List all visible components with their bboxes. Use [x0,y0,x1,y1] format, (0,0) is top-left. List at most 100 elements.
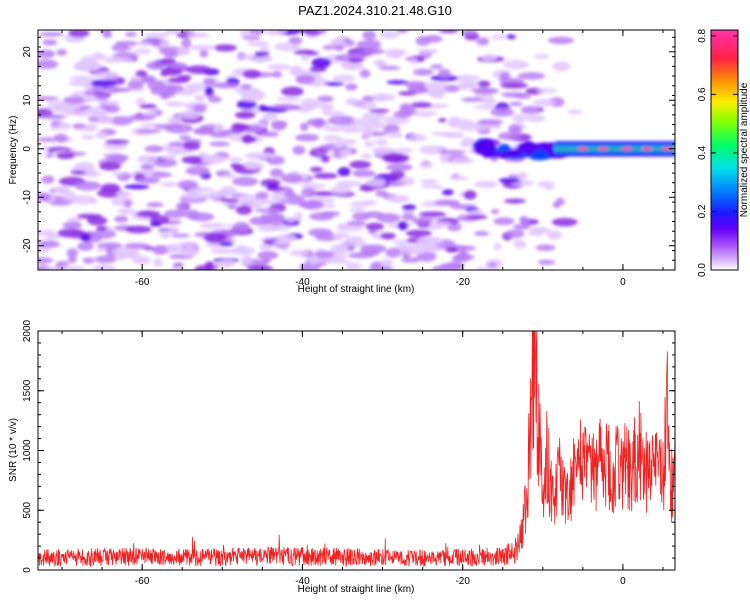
heatmap-noise-cell [461,97,484,103]
heatmap-noise-cell [361,48,385,55]
heatmap-noise-cell [299,122,309,132]
heatmap-noise-cell [257,225,280,232]
heatmap-noise-cell [236,99,257,110]
heatmap-noise-cell [357,102,377,110]
heatmap-noise-cell [325,125,346,132]
heatmap-noise-cell [332,74,356,82]
heatmap-noise-cell [407,134,427,142]
heatmap-y-tick-label: -10 [22,190,33,205]
snr-y-tick-label: 1000 [22,439,33,462]
heatmap-noise-cell [89,198,98,204]
heatmap-noise-cell [144,110,158,116]
heatmap-noise-cell [100,183,121,193]
heatmap-y-tick-label: -20 [22,238,33,253]
heatmap-noise-cell [474,180,499,188]
heatmap-noise-cell [218,258,236,268]
heatmap-noise-cell [321,110,346,116]
heatmap-noise-cell [397,221,409,231]
heatmap-noise-cell [172,263,184,268]
heatmap-noise-cell [361,112,384,123]
heatmap-noise-cell [137,154,158,164]
heatmap-noise-cell [430,64,444,70]
heatmap-noise-cell [419,211,447,218]
heatmap-noise-cell [368,265,394,270]
heatmap-noise-cell [230,162,242,169]
heatmap-noise-cell [334,142,344,149]
heatmap-x-tick-label: 0 [620,277,626,288]
heatmap-noise-cell [380,30,399,39]
heatmap-noise-cell [146,61,165,70]
heatmap-noise-cell [247,30,265,36]
snr-y-tick-label: 1500 [22,379,33,402]
heatmap-peak-cell [641,146,652,151]
heatmap-noise-cell [439,153,450,163]
heatmap-noise-cell [199,222,227,229]
heatmap-noise-cell [104,139,130,145]
heatmap-noise-cell [128,114,156,121]
heatmap-noise-cell [181,155,205,164]
heatmap-noise-cell [537,181,555,188]
heatmap-noise-cell [320,155,330,163]
heatmap-noise-cell [509,101,523,107]
heatmap-noise-cell [332,232,350,238]
heatmap-noise-cell [419,236,441,242]
heatmap-noise-cell [211,82,240,89]
heatmap-noise-cell [91,87,101,93]
heatmap-noise-cell [490,209,500,215]
colorbar-gradient [710,29,739,271]
colorbar-tick-label: 0.8 [697,28,708,42]
heatmap-noise-cell [380,232,396,240]
colorbar-tick-label: 0.4 [697,146,708,160]
heatmap-noise-cell [136,210,161,218]
heatmap-noise-cell [503,198,526,204]
heatmap-noise-cell [362,30,377,40]
heatmap-noise-cell [393,147,414,154]
heatmap-noise-cell [552,61,571,72]
heatmap-noise-cell [293,49,317,55]
heatmap-noise-cell [448,116,461,125]
heatmap-noise-cell [292,145,306,155]
heatmap-noise-cell [393,110,412,119]
heatmap-noise-cell [219,241,234,247]
heatmap-x-tick-label: -40 [295,277,310,288]
heatmap-noise-cell [300,55,310,61]
heatmap-noise-cell [135,70,148,78]
snr-y-tick-label: 0 [22,567,33,573]
heatmap-noise-cell [346,220,367,227]
heatmap-frame [37,29,676,271]
heatmap-noise-cell [441,189,454,196]
heatmap-peak-cell [621,146,632,151]
heatmap-noise-cell [165,101,186,107]
heatmap-noise-cell [38,241,61,248]
heatmap-noise-cell [476,88,495,95]
heatmap-noise-cell [261,131,280,138]
heatmap-noise-cell [267,63,290,70]
heatmap-noise-cell [39,31,64,37]
heatmap-noise-cell [325,103,334,110]
heatmap-noise-cell [199,49,209,58]
heatmap-noise-cell [109,116,134,126]
heatmap-noise-cell [536,88,557,94]
heatmap-noise-cell [424,34,443,43]
heatmap-noise-cell [500,82,529,89]
heatmap-noise-cell [493,242,502,251]
heatmap-noise-cell [230,246,256,255]
heatmap-peak-cell [597,146,608,151]
heatmap-noise-cell [99,161,122,171]
heatmap-noise-cell [96,247,107,252]
heatmap-noise-cell [365,178,386,187]
heatmap-noise-cell [74,181,102,191]
heatmap-noise-cell [160,66,183,76]
heatmap-noise-cell [96,100,121,106]
heatmap-noise-cell [371,146,395,155]
heatmap-noise-cell [411,217,433,225]
heatmap-noise-cell [429,89,446,99]
snr-series-line [38,331,675,568]
heatmap-cells [38,30,675,270]
heatmap-noise-cell [190,44,216,51]
heatmap-noise-cell [445,261,464,270]
heatmap-noise-cell [209,141,230,147]
heatmap-noise-cell [386,80,408,85]
heatmap-noise-cell [57,228,85,238]
heatmap-noise-cell [42,39,58,46]
